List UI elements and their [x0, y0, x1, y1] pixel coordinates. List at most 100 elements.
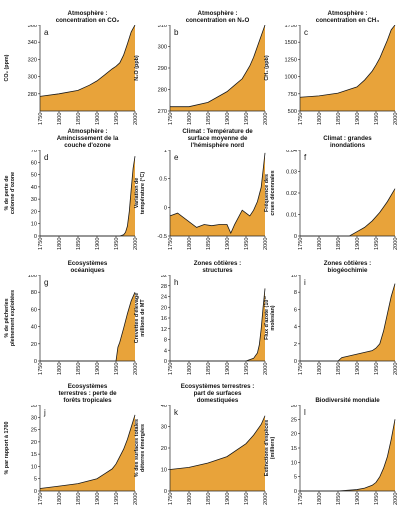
- series-area: [40, 25, 135, 111]
- y-tick-label: 20: [161, 305, 167, 311]
- series-line: [170, 288, 266, 362]
- y-tick-label: 2: [294, 342, 297, 348]
- x-tick-label: 1950: [114, 238, 120, 250]
- y-axis-label: % de perte de colonne d'ozone: [4, 171, 16, 215]
- chart-title: Atmosphère : concentration en N₂O: [185, 10, 250, 24]
- y-tick-label: 24: [161, 295, 167, 301]
- y-tick-label: 1750: [285, 25, 297, 29]
- y-tick-label: 0: [34, 359, 37, 365]
- y-tick-label: 15: [291, 446, 297, 452]
- y-tick-label: 0: [164, 359, 167, 365]
- x-tick-label: 2000: [133, 363, 137, 375]
- panel-letter: g: [44, 278, 48, 287]
- panel-letter: e: [174, 153, 179, 162]
- y-axis-label: Flux d'azote (10¹² moles/an): [264, 296, 276, 340]
- y-tick-label: 8: [294, 290, 297, 296]
- y-tick-label: 290: [158, 66, 167, 72]
- series-line: [169, 415, 266, 470]
- y-tick-label: 20: [31, 209, 37, 215]
- chart-panel-h: Zones côtières : structures Crevettes d'é…: [132, 253, 267, 375]
- x-tick-label: 1950: [244, 363, 250, 375]
- y-axis-label: % des surfaces totales déterres émergées: [134, 418, 146, 478]
- chart-title: Climat : Température de surface moyenne …: [182, 128, 253, 149]
- x-tick-label: 1750: [38, 363, 44, 375]
- x-tick-label: 1950: [244, 238, 250, 250]
- y-tick-label: 30: [31, 415, 37, 421]
- y-tick-label: 300: [158, 45, 167, 51]
- panel-letter: f: [304, 153, 307, 162]
- y-tick-label: 30: [31, 197, 37, 203]
- y-tick-label: 10: [31, 464, 37, 470]
- chart-plot: 0 20 40 60 80 100 1750 1800 1850 1900 1950 2000 g: [28, 275, 137, 375]
- y-tick-label: 8: [164, 338, 167, 344]
- y-tick-label: 40: [161, 405, 167, 409]
- y-axis-label: CO₂ (ppm): [4, 54, 10, 82]
- series-area: [40, 292, 135, 361]
- y-axis-label: Variation de température (°C): [134, 171, 146, 215]
- series-area: [170, 152, 265, 236]
- y-axis-label: Extinctions d'espèces (milliers): [264, 419, 276, 477]
- chart-panel-f: Climat : grandes inondations Fréquence de…: [262, 128, 397, 250]
- x-tick-label: 2000: [263, 238, 267, 250]
- chart-plot: 270 280 290 300 310 1750 1800 1850 1900 1950 2000 b: [158, 25, 267, 125]
- series-area: [300, 419, 395, 491]
- series-area: [170, 288, 265, 361]
- y-tick-label: 20: [31, 440, 37, 446]
- x-tick-label: 1950: [374, 238, 380, 250]
- y-tick-label: 750: [288, 92, 297, 98]
- y-tick-label: 12: [161, 327, 167, 333]
- y-tick-label: 100: [28, 275, 37, 279]
- x-tick-label: 1850: [206, 363, 212, 375]
- chart-plot: 0 10 20 30 40 50 60 70 1750 1800 1850 1900 1950 2000 d: [31, 150, 137, 250]
- y-axis-label: % de pêcheries pleinement exploitées: [4, 289, 16, 347]
- y-tick-label: 25: [291, 417, 297, 423]
- x-tick-label: 2000: [263, 113, 267, 125]
- x-tick-label: 1950: [244, 493, 250, 505]
- x-tick-label: 1800: [57, 113, 63, 125]
- x-tick-label: 1850: [206, 113, 212, 125]
- x-tick-label: 1900: [355, 113, 361, 125]
- x-tick-label: 1750: [298, 493, 304, 505]
- chart-panel-b: Atmosphère : concentration en N₂O N₂O (pp…: [132, 3, 267, 125]
- y-tick-label: 10: [31, 222, 37, 228]
- series-line: [40, 156, 136, 237]
- y-tick-label: 340: [28, 40, 37, 46]
- y-tick-label: 0.04: [286, 150, 297, 154]
- x-tick-label: 1850: [336, 493, 342, 505]
- y-tick-label: 15: [31, 452, 37, 458]
- y-tick-label: 25: [31, 428, 37, 434]
- x-tick-label: 1750: [38, 113, 44, 125]
- x-tick-label: 1800: [317, 113, 323, 125]
- series-area: [170, 25, 265, 111]
- x-tick-label: 2000: [133, 113, 137, 125]
- y-axis-label: Fréquence des crues décennales: [264, 170, 276, 216]
- series-line: [299, 25, 396, 98]
- y-tick-label: 4: [294, 325, 297, 331]
- panel-letter: a: [44, 28, 49, 37]
- y-tick-label: 70: [31, 150, 37, 154]
- x-tick-label: 2000: [393, 493, 397, 505]
- y-tick-label: 0: [294, 359, 297, 365]
- x-tick-label: 1850: [336, 238, 342, 250]
- chart-panel-i: Zones côtières : biogéochimie Flux d'azot…: [262, 253, 397, 375]
- chart-title: Ecosystèmes terrestres : part de surface…: [180, 383, 255, 404]
- y-tick-label: 0: [34, 489, 37, 495]
- x-tick-label: 1950: [374, 113, 380, 125]
- chart-plot: 500 750 1000 1250 1500 1750 1750 1800 1850 1900 19…: [285, 25, 397, 125]
- x-tick-label: 1850: [76, 363, 82, 375]
- y-tick-label: 20: [161, 446, 167, 452]
- x-tick-label: 1800: [187, 363, 193, 375]
- x-tick-label: 1750: [168, 363, 174, 375]
- x-tick-label: 1800: [317, 238, 323, 250]
- y-tick-label: 20: [291, 432, 297, 438]
- y-tick-label: 1: [164, 150, 167, 154]
- y-tick-label: 4: [164, 348, 167, 354]
- series-line: [39, 414, 136, 489]
- y-axis-label: % par rapport à 1700: [4, 421, 10, 475]
- x-tick-label: 1950: [114, 113, 120, 125]
- series-line: [300, 419, 396, 492]
- y-axis-label: Crevettes d'élevage millions de MT: [134, 292, 146, 344]
- x-tick-label: 1900: [355, 493, 361, 505]
- y-tick-label: 1250: [285, 57, 297, 63]
- y-tick-label: 0: [294, 489, 297, 495]
